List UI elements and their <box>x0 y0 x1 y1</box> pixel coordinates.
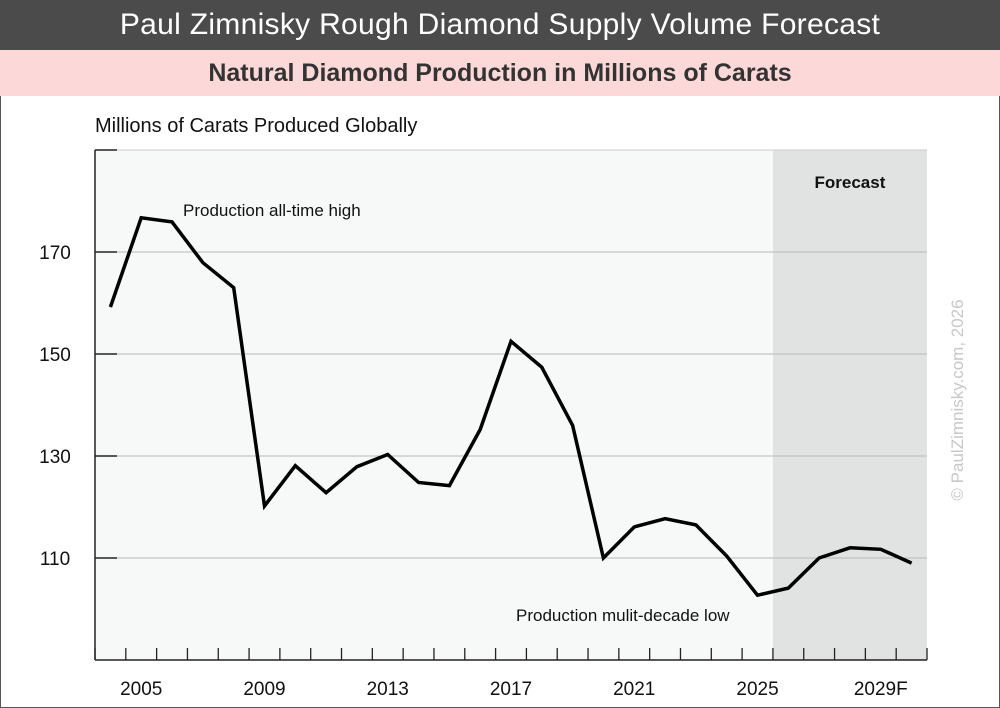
annotation-low: Production mulit-decade low <box>516 606 730 625</box>
forecast-region <box>772 150 927 660</box>
y-tick-label: 170 <box>39 243 71 264</box>
chart-subtitle: Natural Diamond Production in Millions o… <box>0 50 1000 96</box>
x-tick-label: 2029F <box>854 679 908 700</box>
x-tick-label: 2013 <box>367 679 409 700</box>
y-tick-label: 130 <box>39 447 71 468</box>
x-tick-label: 2017 <box>490 679 532 700</box>
x-tick-label: 2021 <box>613 679 655 700</box>
annotation-high: Production all-time high <box>183 201 361 220</box>
y-tick-label: 150 <box>39 345 71 366</box>
y-tick-label: 110 <box>40 549 70 570</box>
x-tick-label: 2009 <box>243 679 285 700</box>
x-tick-label: 2005 <box>120 679 162 700</box>
chart-title: Paul Zimnisky Rough Diamond Supply Volum… <box>0 0 1000 50</box>
x-tick-label: 2025 <box>736 679 778 700</box>
y-axis-label: Millions of Carats Produced Globally <box>95 115 418 137</box>
forecast-label: Forecast <box>815 173 886 192</box>
